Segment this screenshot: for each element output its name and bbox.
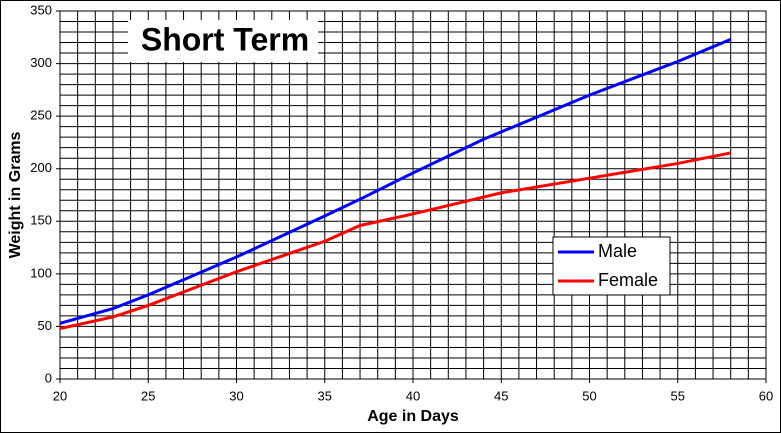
x-tick-label: 55: [671, 388, 685, 403]
legend: Male Female: [552, 236, 671, 296]
y-tick-label: 0: [45, 370, 52, 385]
x-tick-label: 50: [582, 388, 596, 403]
x-tick-label: 40: [406, 388, 420, 403]
x-tick-label: 35: [318, 388, 332, 403]
title-box: [128, 20, 318, 62]
chart-title: Short Term: [141, 21, 309, 57]
x-tick-label: 60: [759, 388, 773, 403]
plot-border: [59, 10, 767, 380]
y-axis-label: Weight in Grams: [7, 131, 24, 258]
series-line: [59, 151, 731, 330]
y-tick-label: 150: [30, 213, 52, 228]
y-tick-label: 100: [30, 265, 52, 280]
legend-box: [552, 236, 671, 296]
x-tick-label: 30: [229, 388, 243, 403]
y-tick-label: 200: [30, 160, 52, 175]
legend-label: Female: [598, 270, 658, 290]
y-tick-label: 250: [30, 108, 52, 123]
x-tick-label: 20: [53, 388, 67, 403]
series-line: [59, 38, 732, 325]
x-tick-label: 25: [141, 388, 155, 403]
x-axis-label: Age in Days: [367, 408, 459, 425]
lines: [59, 38, 732, 330]
y-tick-label: 300: [30, 55, 52, 70]
y-tick-label: 50: [38, 318, 52, 333]
y-tick-label: 350: [30, 2, 52, 17]
legend-label: Male: [598, 241, 637, 261]
x-tick-label: 45: [494, 388, 508, 403]
